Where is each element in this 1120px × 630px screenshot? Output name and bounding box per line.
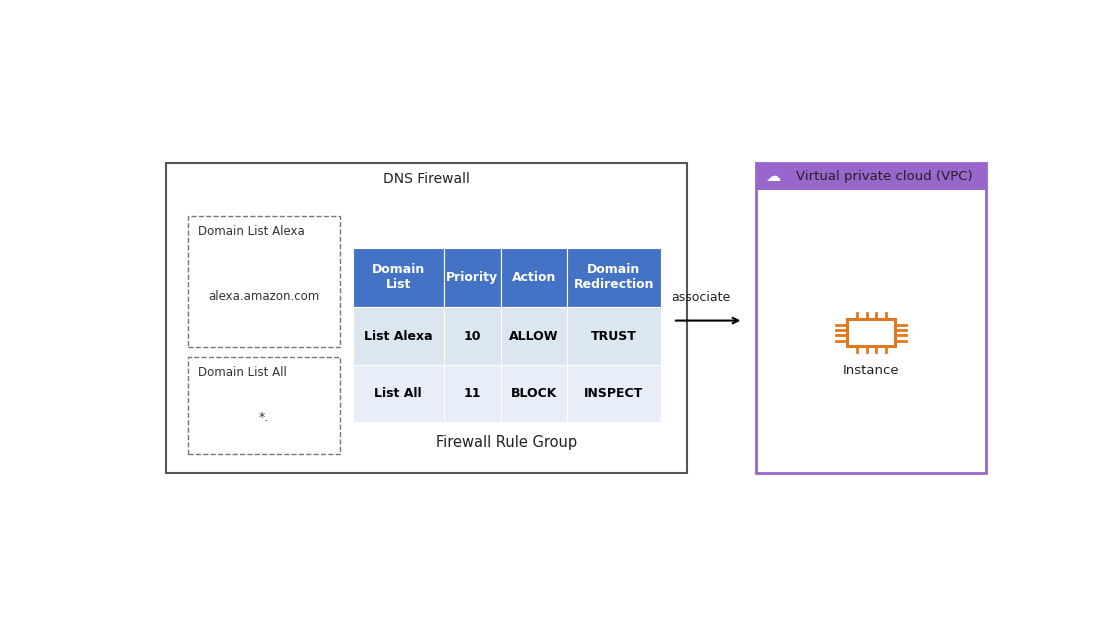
FancyBboxPatch shape	[188, 357, 339, 454]
Text: Domain
List: Domain List	[372, 263, 424, 292]
Text: List Alexa: List Alexa	[364, 329, 432, 343]
Text: BLOCK: BLOCK	[511, 387, 557, 400]
Text: Domain
Redirection: Domain Redirection	[573, 263, 654, 292]
Text: Domain List All: Domain List All	[198, 365, 287, 379]
Text: Instance: Instance	[843, 365, 899, 377]
Text: DNS Firewall: DNS Firewall	[383, 171, 470, 186]
Text: Priority: Priority	[446, 271, 498, 284]
FancyBboxPatch shape	[756, 163, 987, 473]
Text: alexa.amazon.com: alexa.amazon.com	[208, 290, 319, 303]
Text: 11: 11	[464, 387, 480, 400]
FancyBboxPatch shape	[756, 163, 987, 190]
FancyBboxPatch shape	[444, 365, 501, 423]
Text: Virtual private cloud (VPC): Virtual private cloud (VPC)	[796, 169, 973, 183]
FancyBboxPatch shape	[567, 365, 661, 423]
FancyBboxPatch shape	[848, 319, 895, 346]
Text: Action: Action	[512, 271, 556, 284]
FancyBboxPatch shape	[188, 216, 339, 347]
Text: Firewall Rule Group: Firewall Rule Group	[436, 435, 577, 450]
FancyBboxPatch shape	[444, 307, 501, 365]
FancyBboxPatch shape	[567, 307, 661, 365]
FancyBboxPatch shape	[353, 307, 444, 365]
Text: TRUST: TRUST	[591, 329, 637, 343]
Text: 10: 10	[464, 329, 480, 343]
FancyBboxPatch shape	[501, 365, 567, 423]
FancyBboxPatch shape	[166, 163, 687, 473]
Text: List All: List All	[374, 387, 422, 400]
Text: *.: *.	[259, 411, 269, 424]
Text: INSPECT: INSPECT	[585, 387, 643, 400]
Text: ALLOW: ALLOW	[508, 329, 559, 343]
FancyBboxPatch shape	[501, 248, 567, 307]
FancyBboxPatch shape	[567, 248, 661, 307]
Text: associate: associate	[671, 290, 730, 304]
FancyBboxPatch shape	[353, 248, 444, 307]
FancyBboxPatch shape	[501, 307, 567, 365]
Text: ☁: ☁	[765, 169, 781, 184]
FancyBboxPatch shape	[353, 365, 444, 423]
Text: Domain List Alexa: Domain List Alexa	[198, 225, 305, 238]
FancyBboxPatch shape	[444, 248, 501, 307]
